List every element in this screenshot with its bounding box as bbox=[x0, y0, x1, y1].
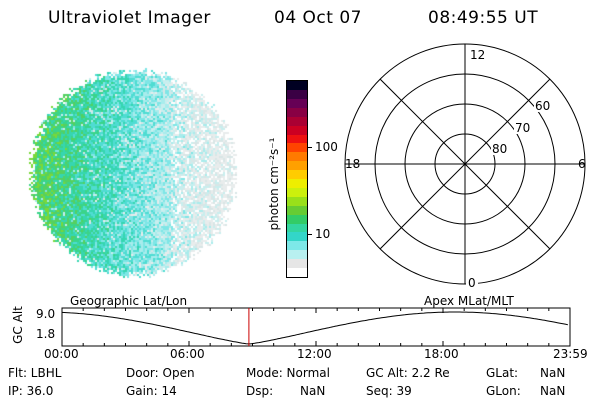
colorbar-unit-label: photon cm⁻²s⁻¹ bbox=[267, 137, 281, 231]
ip-info: IP: 36.0 bbox=[8, 384, 54, 398]
lat-label-60: 60 bbox=[535, 99, 550, 113]
x-tick-1800: 18:00 bbox=[424, 347, 459, 361]
colorbar-segment bbox=[287, 134, 307, 144]
image-time: 08:49:55 UT bbox=[428, 8, 539, 28]
altitude-curve bbox=[61, 311, 569, 345]
mlt-label-6: 6 bbox=[578, 157, 586, 171]
polar-grid: 12 18 6 0 60 70 80 bbox=[344, 43, 586, 290]
colorbar-tick-10 bbox=[307, 234, 312, 235]
colorbar-segment bbox=[287, 268, 307, 277]
colorbar-segment bbox=[287, 89, 307, 99]
image-date: 04 Oct 07 bbox=[274, 8, 362, 28]
colorbar-segment bbox=[287, 241, 307, 251]
glat-value: NaN bbox=[540, 366, 566, 380]
gc-alt-info: GC Alt: 2.2 Re bbox=[366, 366, 450, 380]
colorbar-segment bbox=[287, 152, 307, 162]
colorbar-segment bbox=[287, 250, 307, 260]
door-info: Door: Open bbox=[126, 366, 195, 380]
mlt-label-12: 12 bbox=[470, 48, 485, 62]
dsp-label: Dsp: bbox=[246, 384, 274, 398]
colorbar-tick-100 bbox=[307, 147, 312, 148]
colorbar-segment bbox=[287, 98, 307, 108]
colorbar-segment bbox=[287, 116, 307, 126]
seq-info: Seq: 39 bbox=[366, 384, 412, 398]
instrument-title: Ultraviolet Imager bbox=[48, 8, 211, 28]
lat-label-80: 80 bbox=[492, 142, 507, 156]
colorbar-segment bbox=[287, 81, 307, 90]
dsp-value: NaN bbox=[300, 384, 326, 398]
colorbar-segment bbox=[287, 179, 307, 188]
colorbar-segment bbox=[287, 232, 307, 242]
colorbar-segment bbox=[287, 214, 307, 224]
x-tick-1200: 12:00 bbox=[297, 347, 332, 361]
mode-info: Mode: Normal bbox=[246, 366, 330, 380]
colorbar-label-100: 100 bbox=[315, 140, 338, 154]
glon-value: NaN bbox=[540, 384, 566, 398]
mlt-label-0: 0 bbox=[468, 276, 476, 290]
geographic-label: Geographic Lat/Lon bbox=[70, 294, 188, 308]
lat-label-70: 70 bbox=[515, 121, 530, 135]
y-tick-low: 1.8 bbox=[36, 327, 56, 341]
x-tick-0000: 00:00 bbox=[44, 347, 79, 361]
colorbar-segment bbox=[287, 143, 307, 153]
x-tick-2359: 23:59 bbox=[553, 347, 588, 361]
x-tick-0600: 06:00 bbox=[170, 347, 205, 361]
filter-info: Flt: LBHL bbox=[8, 366, 62, 380]
gain-info: Gain: 14 bbox=[126, 384, 177, 398]
uv-image bbox=[25, 62, 245, 286]
glat-label: GLat: bbox=[486, 366, 519, 380]
colorbar-segment bbox=[287, 125, 307, 135]
colorbar-segment bbox=[287, 161, 307, 171]
y-tick-high: 9.0 bbox=[36, 307, 56, 321]
colorbar-segment bbox=[287, 196, 307, 206]
apex-label: Apex MLat/MLT bbox=[424, 294, 514, 308]
colorbar-segment bbox=[287, 170, 307, 180]
color-scale-bar bbox=[286, 80, 308, 278]
glon-label: GLon: bbox=[486, 384, 521, 398]
altitude-timeline bbox=[61, 307, 571, 347]
colorbar-segment bbox=[287, 107, 307, 117]
meridian-diag-2 bbox=[379, 78, 551, 250]
colorbar-segment bbox=[287, 205, 307, 215]
mlt-label-18: 18 bbox=[345, 157, 360, 171]
colorbar-segment bbox=[287, 187, 307, 197]
colorbar-segment bbox=[287, 223, 307, 233]
colorbar-label-10: 10 bbox=[315, 227, 331, 241]
colorbar-segment bbox=[287, 259, 307, 269]
